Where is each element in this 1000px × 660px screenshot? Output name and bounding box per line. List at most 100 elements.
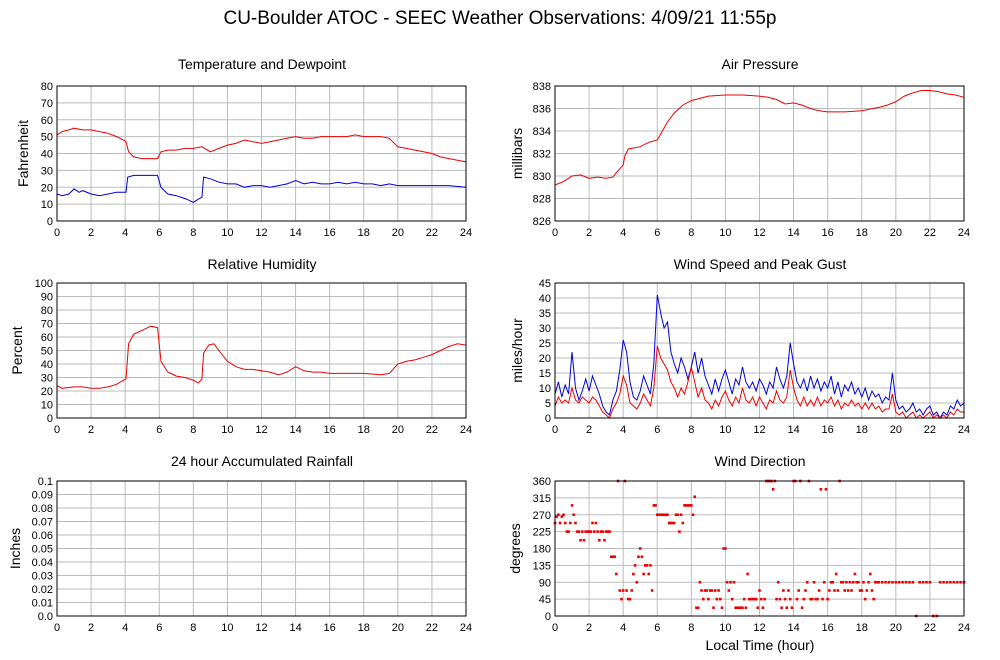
data-point xyxy=(691,513,695,517)
x-tick-label: 6 xyxy=(156,227,162,239)
y-tick-label: 5 xyxy=(545,398,551,410)
data-point xyxy=(582,538,586,542)
y-tick-label: 10 xyxy=(539,383,551,395)
series-line-2 xyxy=(56,174,467,203)
data-point xyxy=(884,580,887,584)
y-tick-label: 0.04 xyxy=(32,557,53,569)
data-point xyxy=(724,547,727,550)
data-point xyxy=(908,580,911,584)
data-point xyxy=(800,606,804,610)
data-point xyxy=(625,589,628,592)
data-point xyxy=(824,487,828,491)
x-tick-label: 24 xyxy=(958,622,970,634)
x-tick-label: 12 xyxy=(753,227,765,239)
data-point xyxy=(592,530,596,533)
data-point xyxy=(727,589,731,592)
data-point xyxy=(558,521,562,525)
data-point xyxy=(928,580,932,584)
y-tick-label: 90 xyxy=(41,292,53,304)
data-point xyxy=(921,580,925,584)
y-tick-label: 10 xyxy=(41,400,53,412)
y-axis-label: Percent xyxy=(9,326,25,374)
data-point xyxy=(565,530,569,533)
data-point xyxy=(710,589,714,592)
data-point xyxy=(584,530,587,533)
data-point xyxy=(712,606,715,610)
data-point xyxy=(805,580,809,584)
plot-frame xyxy=(56,480,467,617)
x-tick-label: 24 xyxy=(460,622,472,634)
data-point xyxy=(587,530,591,533)
data-point xyxy=(579,538,582,542)
data-point xyxy=(812,580,816,584)
y-tick-label: 20 xyxy=(41,182,53,194)
data-point xyxy=(698,580,702,584)
data-point xyxy=(688,504,691,507)
y-tick-label: 834 xyxy=(533,126,551,138)
data-point xyxy=(563,521,567,525)
y-tick-label: 80 xyxy=(41,305,53,317)
data-point xyxy=(776,580,780,584)
x-tick-label: 2 xyxy=(88,622,94,634)
x-tick-label: 0 xyxy=(552,622,558,634)
pressure-plot: 0 2 4 6 8 10 12 14 16 18 20 22 248268288308328348368… xyxy=(509,81,970,239)
x-tick-label: 10 xyxy=(719,227,731,239)
x-tick-label: 10 xyxy=(221,424,233,436)
data-point xyxy=(644,564,647,567)
data-point xyxy=(817,589,821,592)
data-point xyxy=(945,580,949,584)
x-tick-label: 2 xyxy=(586,622,592,634)
data-point xyxy=(780,606,783,610)
data-point xyxy=(788,597,792,601)
data-point xyxy=(635,580,639,584)
data-point xyxy=(797,589,800,592)
data-point xyxy=(736,606,739,610)
y-tick-label: 30 xyxy=(41,373,53,385)
data-point xyxy=(742,597,746,601)
temp-plot: 0 2 4 6 8 10 12 14 16 18 20 22 2401020304050607080Fa… xyxy=(15,81,472,239)
y-tick-label: 80 xyxy=(41,81,53,93)
x-tick-label: 16 xyxy=(324,622,336,634)
x-tick-label: 8 xyxy=(688,622,694,634)
data-point xyxy=(739,606,743,610)
y-tick-label: 0 xyxy=(545,611,551,623)
data-point xyxy=(790,606,794,610)
data-point xyxy=(618,589,622,592)
data-point xyxy=(679,513,683,517)
x-tick-label: 4 xyxy=(620,622,626,634)
y-tick-label: 836 xyxy=(533,104,551,116)
data-point xyxy=(659,513,662,517)
x-tick-label: 8 xyxy=(190,227,196,239)
x-tick-label: 14 xyxy=(289,424,301,436)
x-tick-label: 0 xyxy=(552,227,558,239)
data-point xyxy=(761,606,765,610)
data-point xyxy=(751,597,754,601)
data-point xyxy=(783,597,787,601)
y-tick-label: 135 xyxy=(533,560,551,572)
data-point xyxy=(821,597,824,601)
y-axis-label: miles/hour xyxy=(509,318,525,383)
data-point xyxy=(949,580,952,584)
data-point xyxy=(601,530,605,533)
data-point xyxy=(870,589,874,592)
data-point xyxy=(729,580,732,584)
data-point xyxy=(672,521,676,525)
x-tick-label: 8 xyxy=(688,227,694,239)
y-tick-label: 828 xyxy=(533,194,551,206)
rain-plot: 0 2 4 6 8 10 12 14 16 18 20 22 240.00.010.020.030.04… xyxy=(7,476,472,634)
wind-plot: 0 2 4 6 8 10 12 14 16 18 20 22 24051015202530354045m… xyxy=(509,278,970,436)
data-point xyxy=(759,597,763,601)
y-tick-label: 90 xyxy=(539,577,551,589)
data-point xyxy=(701,597,705,601)
x-tick-label: 24 xyxy=(460,227,472,239)
y-tick-label: 0.05 xyxy=(32,544,53,556)
data-point xyxy=(671,521,674,525)
data-point xyxy=(690,504,693,507)
data-point xyxy=(911,580,915,584)
data-point xyxy=(560,515,564,518)
data-point xyxy=(695,606,698,610)
x-tick-label: 20 xyxy=(392,227,404,239)
data-point xyxy=(570,504,574,507)
x-tick-label: 18 xyxy=(358,424,370,436)
x-tick-label: 8 xyxy=(190,622,196,634)
